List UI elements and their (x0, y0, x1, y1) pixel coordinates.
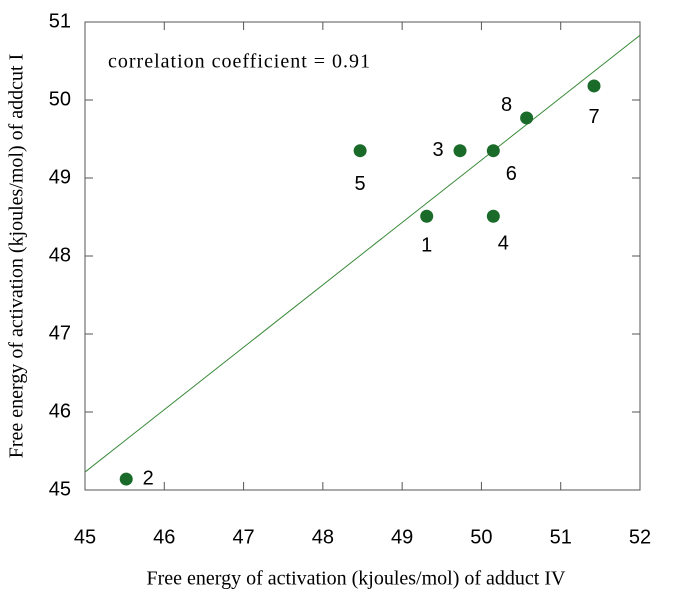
point-label: 3 (432, 139, 443, 161)
point (453, 144, 467, 158)
y-tick-label: 50 (49, 88, 71, 110)
fit-line (84, 34, 641, 473)
point-label: 8 (501, 94, 512, 116)
x-axis-title: Free energy of activation (kjoules/mol) … (147, 568, 567, 590)
x-tick-label: 52 (629, 526, 651, 548)
plot-frame (84, 21, 641, 491)
y-tick-label: 51 (49, 10, 71, 32)
point (420, 209, 434, 223)
y-axis-title: Free energy of activation (kjoules/mol) … (6, 54, 28, 459)
x-tick-label: 46 (153, 526, 175, 548)
x-tick-label: 45 (74, 526, 96, 548)
point-label: 2 (143, 467, 154, 489)
y-tick-label: 45 (49, 478, 71, 500)
point-label: 7 (588, 106, 599, 128)
x-tick-label: 48 (312, 526, 334, 548)
x-tick-label: 51 (550, 526, 572, 548)
x-tick-label: 50 (470, 526, 492, 548)
point-label: 6 (506, 163, 517, 185)
point-label: 1 (421, 235, 432, 257)
point-label: 5 (355, 173, 366, 195)
point (353, 144, 367, 158)
annotation: correlation coefficient = 0.91 (108, 51, 371, 73)
point (486, 209, 500, 223)
x-tick-label: 49 (391, 526, 413, 548)
point (520, 111, 534, 125)
y-tick-label: 48 (49, 244, 71, 266)
point (119, 472, 133, 486)
x-tick-label: 47 (232, 526, 254, 548)
point (486, 144, 500, 158)
point-label: 4 (498, 233, 509, 255)
y-tick-label: 46 (49, 400, 71, 422)
point (587, 79, 601, 93)
y-tick-label: 47 (49, 322, 71, 344)
y-tick-label: 49 (49, 166, 71, 188)
